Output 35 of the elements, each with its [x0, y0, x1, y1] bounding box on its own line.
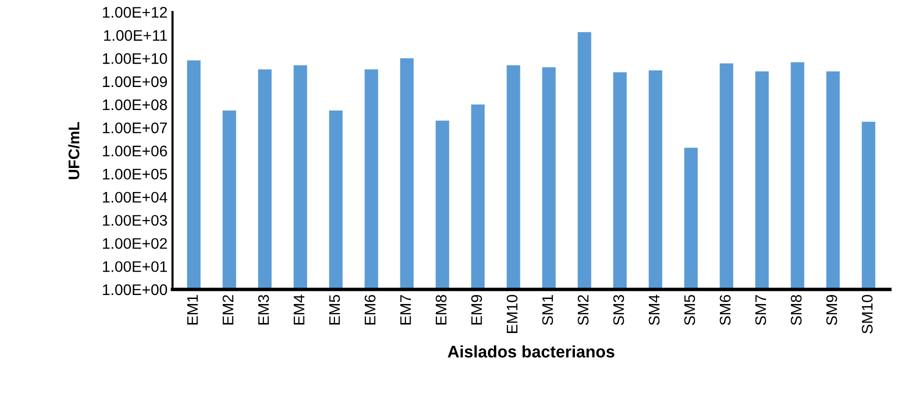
- y-axis-title: UFC/mL: [68, 122, 80, 180]
- y-tick-label: 1.00E+12: [102, 6, 167, 18]
- x-tick-label: SM6: [720, 294, 731, 326]
- y-tick-label: 1.00E+05: [102, 168, 168, 180]
- x-tick-label: SM4: [648, 294, 660, 326]
- x-tick-label: SM7: [755, 295, 766, 326]
- x-tick-label: EM4: [294, 294, 304, 324]
- y-tick-label: 1.00E+01: [102, 261, 167, 272]
- y-tick-label: 1.00E+06: [102, 146, 167, 156]
- y-tick-label: 1.00E+08: [102, 99, 167, 110]
- x-tick-label: SM8: [790, 294, 802, 326]
- x-tick-label: SM3: [613, 294, 624, 326]
- x-tick-label: EM9: [471, 295, 482, 324]
- x-tick-label: EM1: [187, 295, 198, 324]
- x-tick-label: EM8: [436, 294, 447, 324]
- x-tick-label: EM10: [506, 294, 518, 333]
- y-tick-label: 1.00E+02: [102, 238, 167, 249]
- x-tick-label: SM10: [862, 294, 873, 334]
- x-tick-label: SM1: [542, 295, 554, 326]
- x-tick-label: EM5: [329, 294, 340, 324]
- y-tick-label: 1.00E+09: [102, 76, 167, 88]
- x-tick-label: EM2: [222, 295, 234, 324]
- x-axis-title: Aislados bacterianos: [448, 345, 614, 358]
- y-tick-label: 1.00E+07: [102, 122, 167, 134]
- x-tick-label: EM7: [400, 295, 411, 324]
- y-tick-label: 1.00E+00: [102, 284, 168, 296]
- x-tick-label: SM9: [826, 295, 838, 326]
- x-tick-label: EM6: [364, 294, 376, 324]
- y-tick-label: 1.00E+11: [104, 30, 167, 41]
- y-tick-label: 1.00E+10: [102, 53, 168, 64]
- x-tick-label: EM3: [258, 294, 269, 324]
- x-tick-label: SM5: [684, 294, 696, 326]
- x-tick-label: SM2: [578, 295, 589, 326]
- y-tick-label: 1.00E+03: [102, 214, 167, 226]
- y-tick-label: 1.00E+04: [102, 192, 168, 203]
